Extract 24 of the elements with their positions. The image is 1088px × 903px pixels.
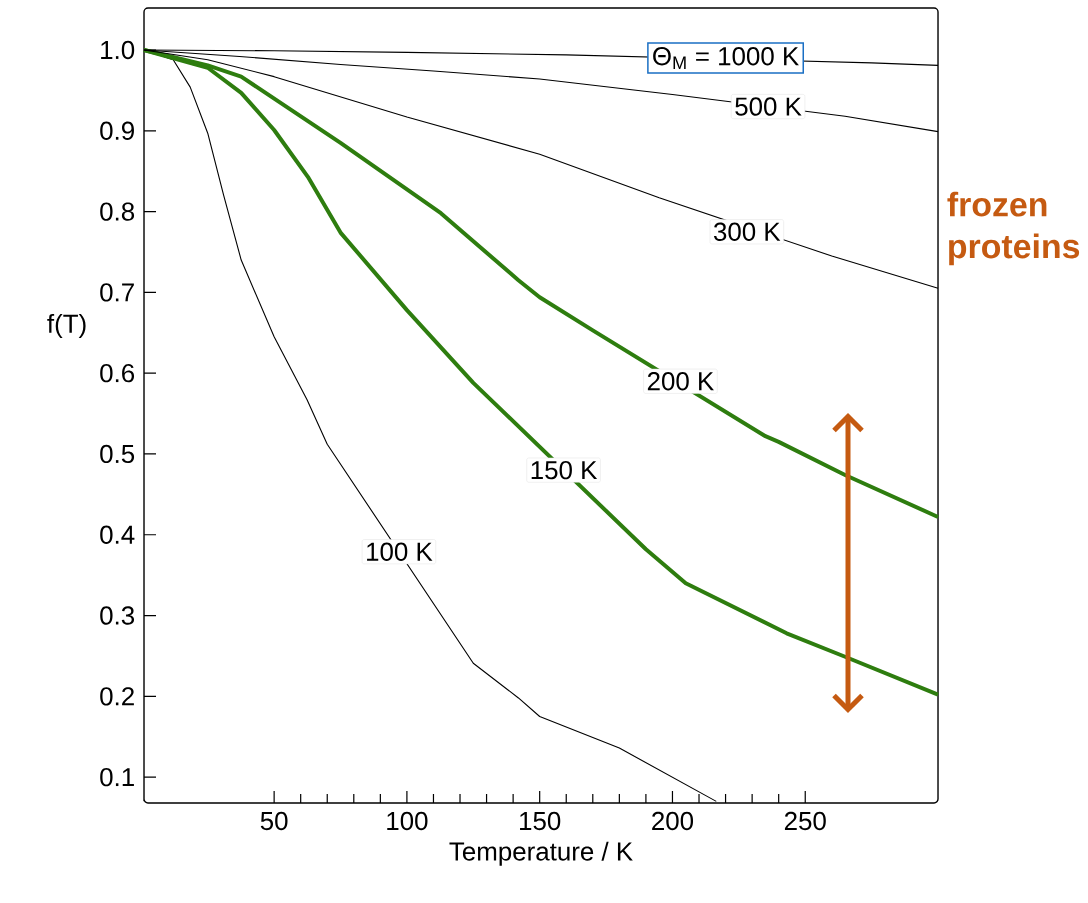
x-tick-label: 100 [387, 811, 428, 831]
y-tick-label: 0.5 [100, 444, 135, 464]
y-tick-label: 0.9 [100, 121, 134, 140]
y-tick-label: 0.6 [100, 363, 135, 383]
annotation: 200 K [647, 372, 714, 391]
y-tick-label: 0.3 [100, 606, 135, 625]
x-tick-label: 200 [652, 811, 694, 831]
annotation: Θ$_{M}$ = 1000 K [653, 47, 799, 70]
y-tick-label: 0.8 [100, 202, 135, 221]
x-tick-label: 250 [784, 811, 826, 831]
annotation: 500 K [735, 97, 802, 116]
annotation: 300 K [713, 222, 781, 241]
y-tick-label: 0.1 [100, 767, 134, 787]
y-tick-label: 0.7 [100, 283, 134, 302]
y-tick-label: 0.4 [100, 525, 135, 544]
annotation: 150 K [531, 460, 598, 480]
y-tick-label: 1.0 [101, 40, 135, 60]
annotation: 100 K [367, 542, 433, 561]
x-axis-title: Temperature / K [449, 841, 633, 866]
x-tick-label: 150 [520, 811, 561, 831]
y-axis-title: f(T) [47, 313, 86, 339]
x-tick-label: 50 [260, 811, 288, 831]
y-tick-label: 0.2 [100, 687, 134, 706]
text: frozen proteins [947, 191, 1080, 266]
